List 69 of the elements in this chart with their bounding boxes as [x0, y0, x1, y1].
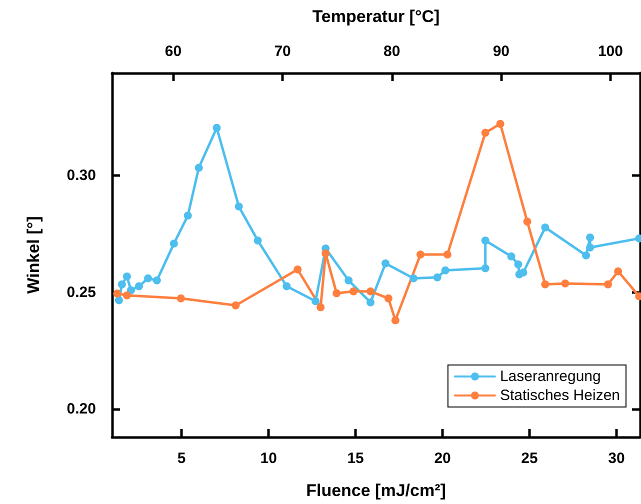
point: [586, 244, 594, 252]
point: [481, 236, 490, 245]
x2-tick-label: 100: [598, 43, 623, 60]
point: [294, 265, 302, 274]
point: [586, 234, 594, 242]
point: [541, 280, 550, 288]
x-tick-label: 10: [260, 450, 277, 467]
point: [519, 268, 528, 276]
point: [232, 301, 240, 310]
point: [514, 260, 522, 268]
point: [234, 202, 243, 210]
point: [561, 279, 570, 288]
point: [443, 250, 452, 259]
legend-label: Statisches Heizen: [500, 387, 620, 404]
point: [184, 212, 192, 220]
x2-tick-label: 60: [164, 43, 182, 60]
point: [541, 223, 550, 232]
point: [113, 290, 122, 298]
point: [410, 274, 418, 282]
point: [114, 296, 123, 304]
x-tick-label: 20: [434, 450, 451, 467]
x2-axis-title: Temperatur [°C]: [312, 7, 440, 26]
point: [507, 252, 516, 260]
point: [381, 259, 390, 268]
legend-label: Laseranregung: [500, 368, 601, 385]
x-tick-label: 15: [347, 450, 364, 467]
x2-tick-label: 90: [492, 43, 510, 60]
point: [614, 267, 622, 276]
point: [134, 282, 143, 290]
y-tick-label: 0.30: [66, 167, 96, 184]
x-tick-label: 5: [177, 450, 186, 467]
point: [366, 298, 375, 306]
point: [344, 276, 353, 284]
point: [481, 264, 490, 272]
x-tick-label: 25: [521, 450, 538, 467]
x-axis-title: Fluence [mJ/cm²]: [306, 481, 446, 500]
point: [582, 251, 590, 260]
point: [176, 294, 185, 302]
point: [496, 120, 504, 128]
x2-tick-label: 70: [274, 43, 291, 60]
y-tick-label: 0.25: [66, 284, 96, 301]
point: [282, 282, 291, 290]
point: [122, 291, 131, 300]
point: [170, 240, 178, 248]
point: [144, 274, 152, 282]
point: [441, 266, 450, 274]
point: [194, 164, 203, 172]
point: [254, 236, 262, 245]
point: [122, 272, 131, 280]
point: [332, 289, 341, 298]
point: [391, 316, 400, 324]
point: [349, 287, 358, 296]
point: [366, 287, 375, 296]
point: [604, 280, 612, 288]
point: [322, 249, 330, 258]
point: [481, 128, 490, 137]
y-tick-label: 0.20: [66, 400, 96, 418]
point: [118, 280, 126, 288]
point: [416, 250, 424, 259]
point: [312, 297, 320, 306]
point: [152, 276, 161, 284]
point: [433, 273, 442, 282]
point: [523, 218, 532, 226]
point: [384, 294, 392, 302]
point: [316, 303, 325, 312]
point: [212, 124, 221, 132]
y-axis-title: Winkel [°]: [24, 216, 43, 294]
x-tick-label: 30: [608, 450, 625, 467]
x2-tick-label: 80: [384, 43, 400, 60]
